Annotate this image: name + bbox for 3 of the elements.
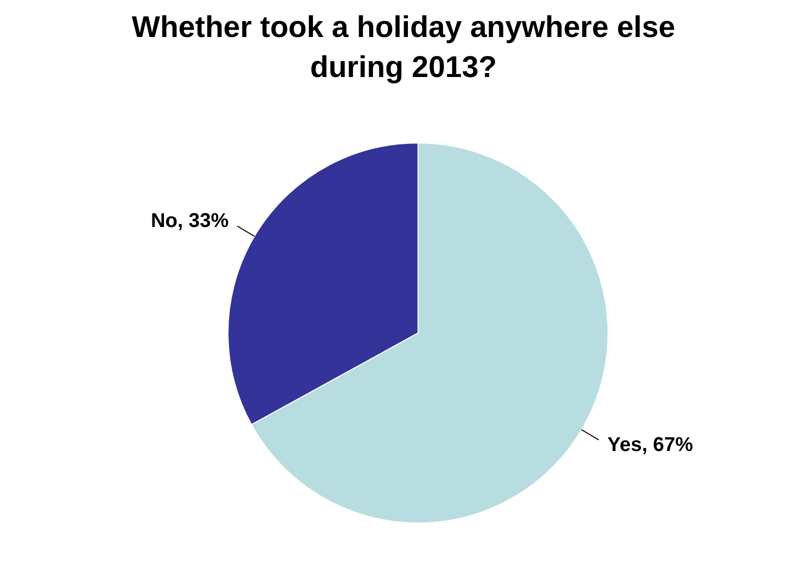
chart-title: Whether took a holiday anywhere else during 2013? xyxy=(130,10,676,86)
slice-label: Yes, 67% xyxy=(607,434,694,456)
slice-label: No, 33% xyxy=(150,210,229,232)
